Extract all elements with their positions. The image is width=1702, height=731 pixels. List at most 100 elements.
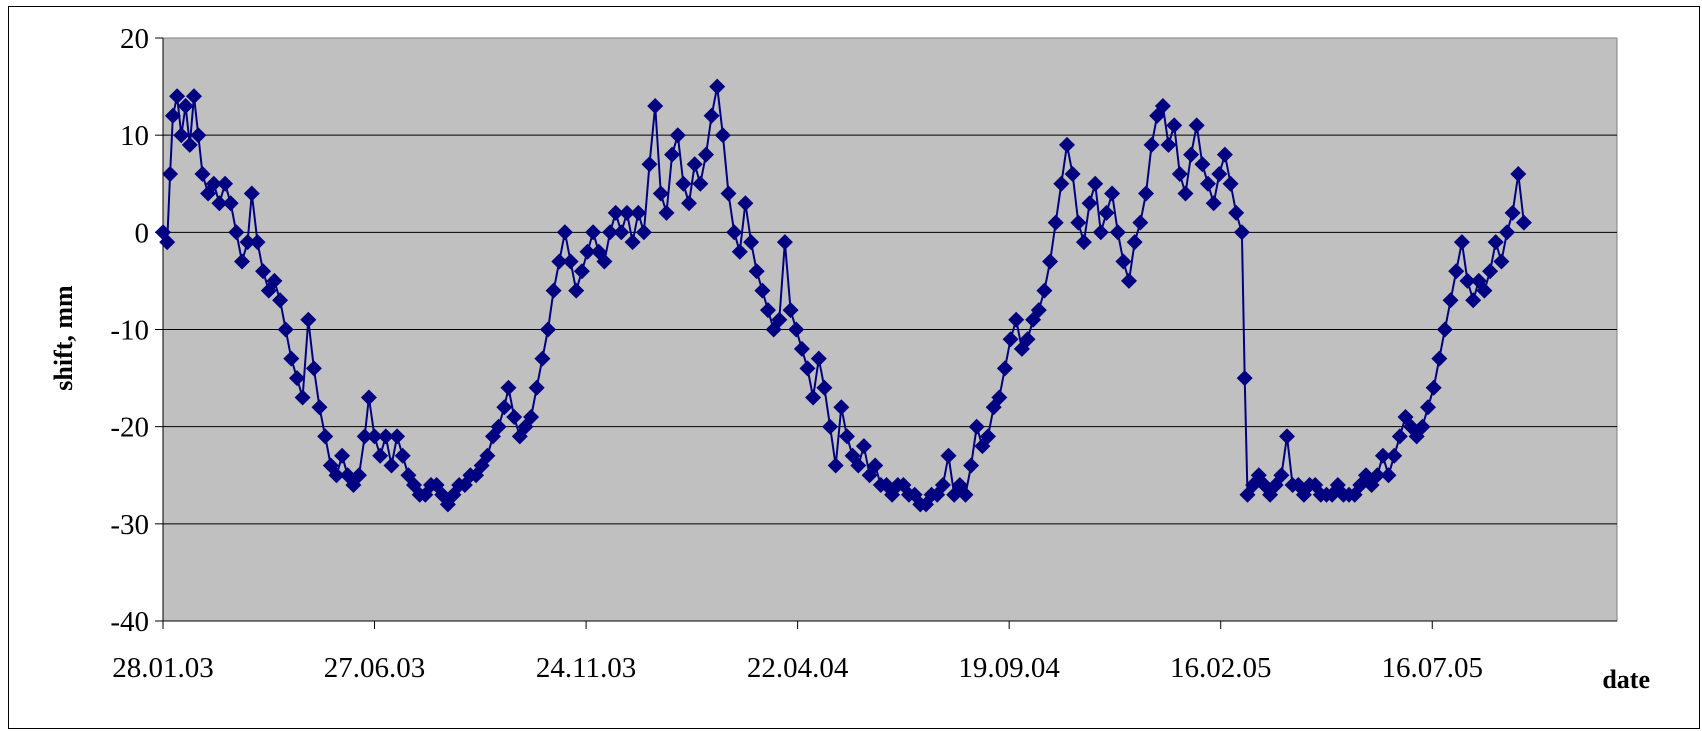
x-tick-label: 27.06.03 xyxy=(324,652,426,684)
data-point-marker xyxy=(334,447,351,464)
y-tick-labels: 20 10 0 -10 -20 -30 -40 xyxy=(110,23,149,638)
data-point-marker xyxy=(1386,447,1403,464)
x-tick-labels: 28.01.03 27.06.03 24.11.03 22.04.04 19.09.04… xyxy=(112,652,1483,684)
data-point-marker xyxy=(760,302,776,319)
data-point-marker xyxy=(372,447,389,464)
data-point-marker xyxy=(186,88,202,105)
data-point-marker xyxy=(534,350,551,367)
data-point-marker xyxy=(1465,292,1482,309)
data-point-marker xyxy=(850,457,867,474)
data-point-marker xyxy=(1132,214,1149,231)
data-point-marker xyxy=(822,418,839,435)
data-point-marker xyxy=(709,78,726,95)
data-point-marker xyxy=(1425,379,1442,396)
data-point-marker xyxy=(1442,292,1459,309)
y-tick-label: 10 xyxy=(120,120,149,152)
data-point-marker xyxy=(996,360,1013,377)
data-point-marker xyxy=(500,379,517,396)
data-point-marker xyxy=(839,428,855,445)
data-point-marker xyxy=(1420,399,1436,416)
data-point-marker xyxy=(169,88,186,105)
data-point-marker xyxy=(1183,146,1200,163)
data-point-marker xyxy=(788,321,805,338)
data-point-marker xyxy=(1369,467,1386,484)
data-point-marker xyxy=(360,389,377,406)
data-point-marker xyxy=(568,282,585,299)
data-point-marker xyxy=(1104,185,1121,202)
data-point-marker xyxy=(311,399,328,416)
data-point-marker xyxy=(664,146,681,163)
data-point-marker xyxy=(243,185,260,202)
data-point-marker xyxy=(737,195,754,212)
y-tick-label: 20 xyxy=(120,23,149,55)
data-point-marker xyxy=(234,253,250,270)
data-point-marker xyxy=(793,340,810,357)
data-point-marker xyxy=(479,447,496,464)
data-point-marker xyxy=(980,428,996,445)
data-point-marker xyxy=(1075,234,1092,251)
data-point-marker xyxy=(228,224,245,241)
x-tick-label: 24.11.03 xyxy=(536,652,636,684)
data-point-marker xyxy=(658,204,675,221)
data-point-marker xyxy=(714,127,731,144)
data-point-marker xyxy=(1211,166,1228,182)
data-point-marker xyxy=(1228,204,1245,221)
x-tick-label: 19.09.04 xyxy=(958,652,1060,684)
data-point-marker xyxy=(1233,224,1250,241)
data-point-marker xyxy=(389,428,406,445)
data-point-marker xyxy=(1064,166,1081,182)
data-point-marker xyxy=(1053,175,1070,192)
data-point-marker xyxy=(377,428,394,445)
x-axis-title: date xyxy=(1602,665,1650,694)
data-point-marker xyxy=(1194,156,1211,173)
y-tick-label: 0 xyxy=(135,217,150,249)
data-point-marker xyxy=(1459,272,1476,289)
data-point-marker xyxy=(1391,428,1408,445)
data-point-marker xyxy=(1273,467,1290,484)
data-point-marker xyxy=(1476,282,1493,299)
data-point-marker xyxy=(239,234,256,251)
data-point-marker xyxy=(1188,117,1205,134)
data-point-marker xyxy=(698,146,714,163)
data-point-marker xyxy=(613,224,630,241)
data-point-marker xyxy=(506,409,523,425)
data-point-marker xyxy=(607,204,624,221)
x-tick-label: 28.01.03 xyxy=(112,652,214,684)
data-point-marker xyxy=(1070,214,1087,231)
data-point-marker xyxy=(305,360,322,377)
data-point-marker xyxy=(1453,234,1470,251)
data-point-marker xyxy=(810,350,827,367)
y-tick-label: -40 xyxy=(110,606,149,638)
data-point-marker xyxy=(205,175,222,192)
data-point-marker xyxy=(991,389,1008,406)
data-point-marker xyxy=(194,166,211,182)
x-tick-label: 22.04.04 xyxy=(747,652,849,684)
data-point-marker xyxy=(867,457,884,474)
data-point-marker xyxy=(963,457,980,474)
data-point-marker xyxy=(1036,282,1053,299)
data-point-marker xyxy=(1008,311,1025,328)
data-point-marker xyxy=(222,195,239,212)
data-point-marker xyxy=(328,467,345,484)
data-point-marker xyxy=(1515,214,1532,231)
x-tick-label: 16.02.05 xyxy=(1170,652,1272,684)
data-point-marker xyxy=(1177,185,1194,202)
data-point-marker xyxy=(1042,253,1059,270)
data-point-marker xyxy=(573,263,590,280)
data-point-marker xyxy=(686,156,703,173)
data-point-marker xyxy=(1126,234,1143,251)
data-point-marker xyxy=(496,399,513,416)
data-point-marker xyxy=(159,234,176,251)
data-point-marker xyxy=(1448,263,1465,280)
data-point-marker xyxy=(1081,195,1098,212)
data-point-marker xyxy=(619,204,635,221)
data-point-marker xyxy=(579,243,596,260)
data-point-marker xyxy=(351,467,367,484)
data-point-marker xyxy=(1205,195,1222,212)
data-point-marker xyxy=(556,224,573,241)
y-tick-label: -20 xyxy=(110,412,149,444)
data-point-marker xyxy=(551,253,568,270)
data-point-marker xyxy=(771,311,788,328)
data-point-marker xyxy=(934,477,951,493)
data-point-marker xyxy=(528,379,545,396)
